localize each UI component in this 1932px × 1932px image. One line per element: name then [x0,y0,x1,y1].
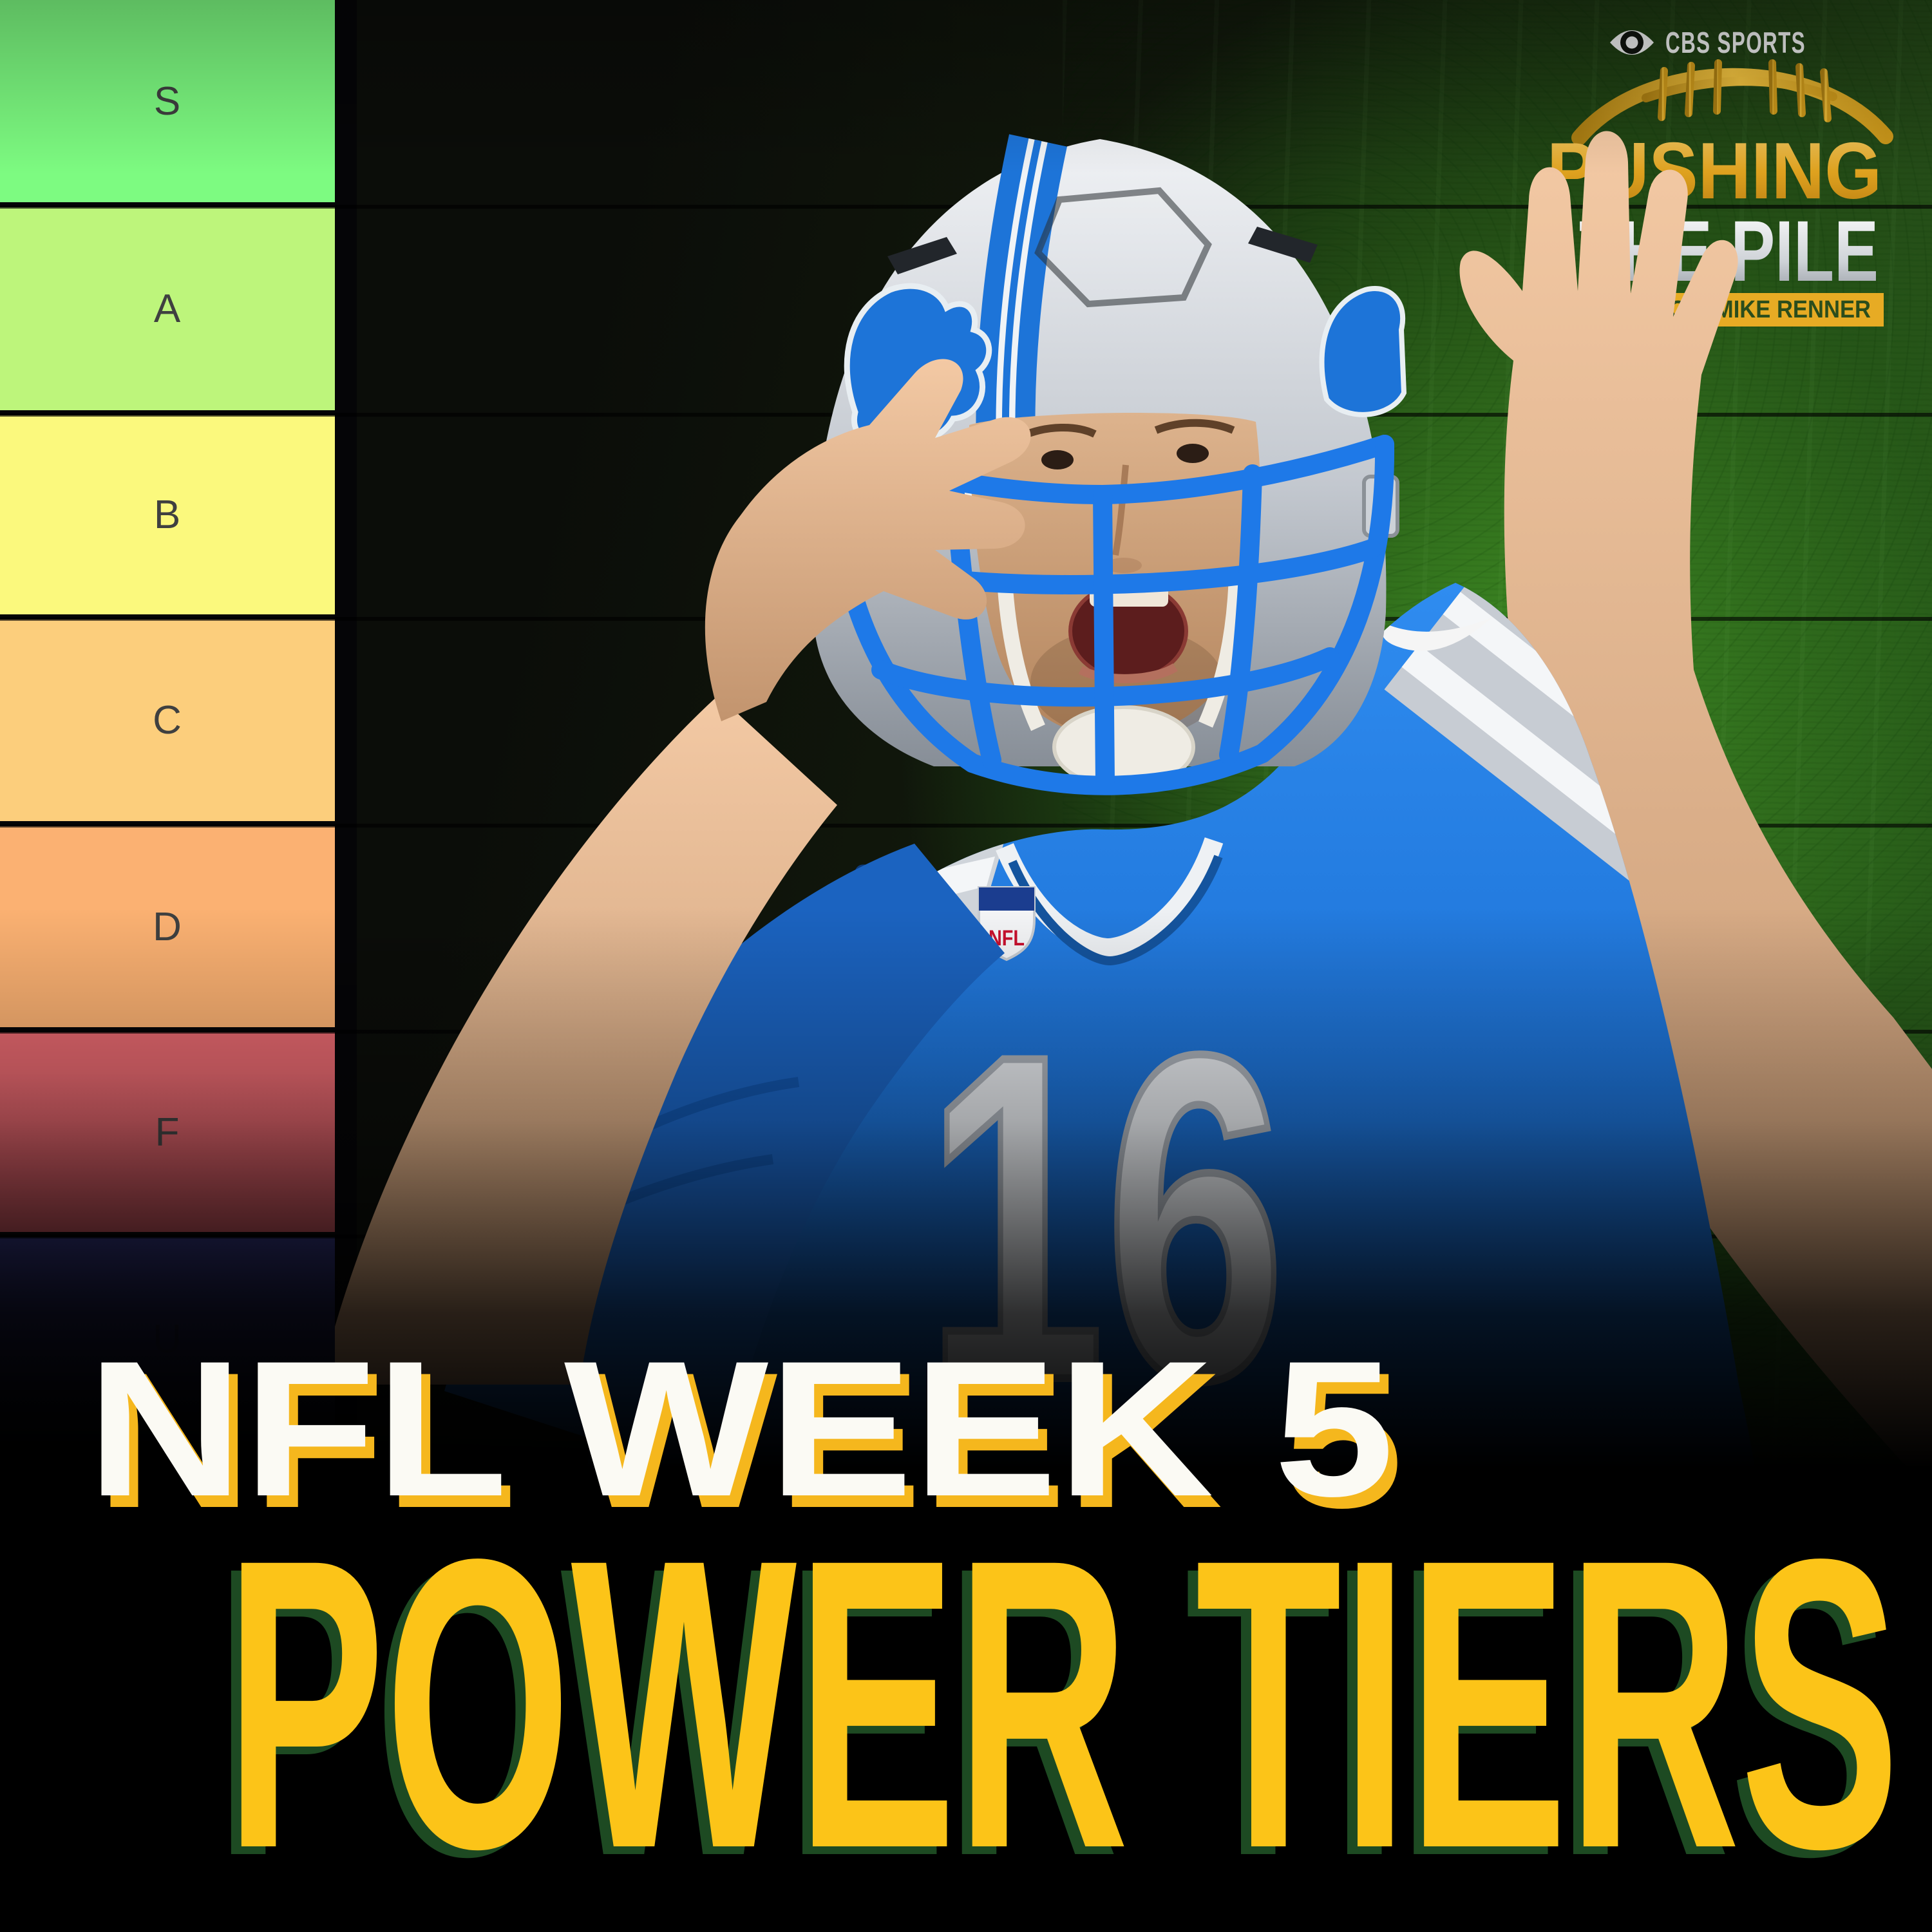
tier-label-s: S [153,79,182,124]
tier-row-u: U [0,1237,335,1446]
tier-list: S A B C D F U [0,0,335,1446]
tier-row-d: D [0,826,335,1032]
tier-label-b: B [153,493,182,537]
tier-row-b: B [0,415,335,620]
tier-label-f: F [155,1110,180,1155]
tier-row-f: F [0,1032,335,1237]
tier-gridline [0,205,1932,209]
tier-gridline [0,413,1932,417]
tier-label-a: A [153,287,182,331]
field-texture [1063,0,1932,1481]
tier-row-s: S [0,0,335,207]
tier-label-d: D [153,904,182,949]
tier-gridline [0,1030,1932,1034]
tier-row-c: C [0,620,335,826]
tier-label-u: U [153,1316,182,1361]
tier-column-divider [335,0,357,1446]
tier-label-c: C [153,698,182,743]
tier-gridline [0,617,1932,621]
tier-gridline [0,1235,1932,1238]
tier-row-a: A [0,207,335,415]
tier-gridline [0,824,1932,828]
